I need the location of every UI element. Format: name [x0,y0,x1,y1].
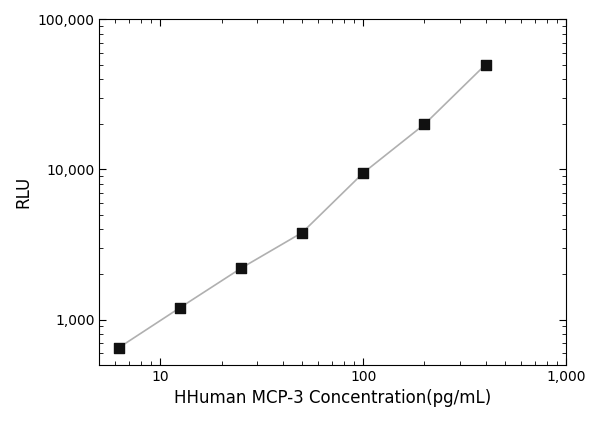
Point [175,304,185,311]
Y-axis label: RLU: RLU [14,176,32,208]
Point [419,121,429,128]
Point [481,61,490,68]
Point [236,265,246,272]
X-axis label: HHuman MCP-3 Concentration(pg/mL): HHuman MCP-3 Concentration(pg/mL) [174,389,491,407]
Point [359,169,368,176]
Point [114,344,124,351]
Point [298,229,307,236]
